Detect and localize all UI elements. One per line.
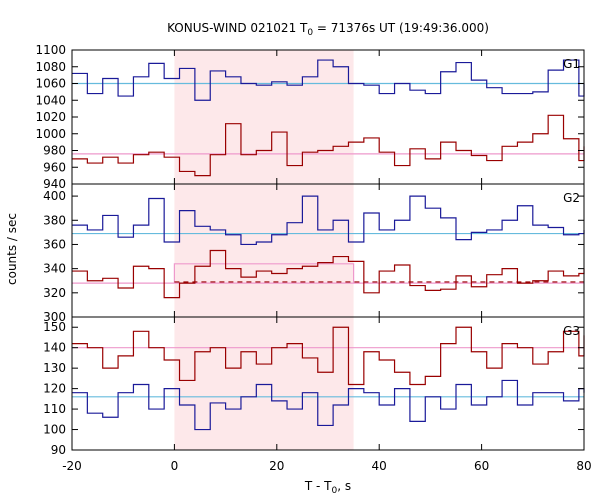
y-tick-label: 340 [43,262,66,276]
x-tick-label: -20 [62,459,82,473]
x-tick-label: 20 [269,459,284,473]
y-tick-label: 100 [43,423,66,437]
y-tick-label: 1060 [35,77,66,91]
y-axis-label: counts / sec [5,213,19,285]
y-tick-label: 140 [43,341,66,355]
y-tick-label: 1020 [35,110,66,124]
panel-frame-g3 [71,316,585,451]
y-tick-label: 1000 [35,127,66,141]
y-tick-label: 110 [43,402,66,416]
x-tick-label: 80 [576,459,591,473]
y-tick-label: 1080 [35,60,66,74]
series-step-g2-0 [72,195,585,246]
series-step-g3-0 [72,326,585,386]
panel-label-g3: G3 [563,324,580,338]
y-tick-label: 980 [43,144,66,158]
y-tick-label: 360 [43,237,66,251]
x-tick-label: 60 [474,459,489,473]
x-axis-label: T - T0, s [304,479,351,496]
y-tick-label: 960 [43,160,66,174]
panel-g3: 90 100 110 120 130 140 150 G3 [43,316,585,457]
y-tick-label: 150 [43,320,66,334]
x-tick-label: 40 [372,459,387,473]
y-tick-label: 120 [43,382,66,396]
y-tick-label: 320 [43,286,66,300]
y-tick-label: 1100 [35,43,66,57]
pink-box-level [173,263,355,284]
series-step-g1-0 [72,59,585,101]
x-tick-label: 0 [171,459,179,473]
y-tick-label: 400 [43,189,66,203]
y-tick-label: 90 [51,443,66,457]
series-step-g1-1 [72,114,585,177]
panel-g2: 300 320 340 360 380 400 G2 [43,183,585,324]
y-tick-label: 1040 [35,93,66,107]
panel-label-g2: G2 [563,191,580,205]
y-tick-label: 300 [43,310,66,324]
series-step-g2-1 [72,249,585,299]
shaded-interval [174,50,354,450]
panel-label-g1: G1 [563,57,580,71]
y-tick-label: 940 [43,177,66,191]
y-tick-label: 130 [43,361,66,375]
y-tick-label: 380 [43,213,66,227]
series-step-g3-1 [72,379,585,431]
plot-area: 940960980100010201040106010801100G130032… [35,43,591,473]
chart-title: KONUS-WIND 021021 T0 = 71376s UT (19:49:… [167,21,489,38]
